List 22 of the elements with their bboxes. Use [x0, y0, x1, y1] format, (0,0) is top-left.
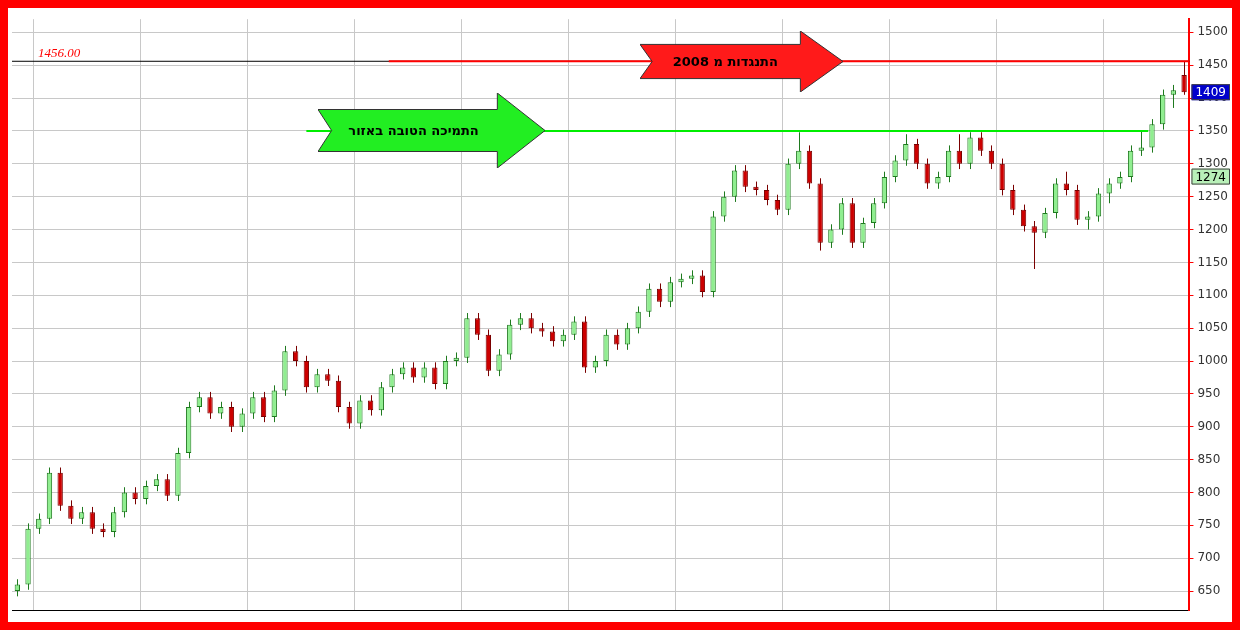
y-tick-label: 650 [1197, 583, 1221, 598]
y-tick-label: 1450 [1197, 57, 1229, 72]
ref-line-label: התמיכה הטובה באזור [348, 123, 479, 139]
y-tick-label: 750 [1197, 517, 1221, 532]
ref-line-label: התנגדות מ 2008 [672, 53, 778, 69]
text: 1409 [1195, 85, 1227, 100]
y-tick-label: 850 [1197, 451, 1221, 466]
text: 1274 [1195, 169, 1227, 184]
y-tick-label: 1200 [1197, 221, 1229, 236]
y-tick-label: 1050 [1197, 320, 1229, 335]
y-tick-label: 1100 [1197, 287, 1229, 302]
y-tick-label: 1300 [1197, 155, 1229, 170]
y-tick-label: 1250 [1197, 188, 1229, 203]
ref-line-label: 1456.00 [38, 45, 81, 61]
y-tick-label: 1150 [1197, 254, 1229, 269]
y-tick-label: 900 [1197, 418, 1221, 433]
y-tick-label: 700 [1197, 550, 1221, 565]
y-tick-label: 950 [1197, 386, 1221, 401]
y-tick-label: 1000 [1197, 353, 1229, 368]
y-tick-label: 1500 [1197, 24, 1229, 39]
y-tick-label: 1350 [1197, 123, 1229, 138]
y-tick-label: 800 [1197, 484, 1221, 499]
